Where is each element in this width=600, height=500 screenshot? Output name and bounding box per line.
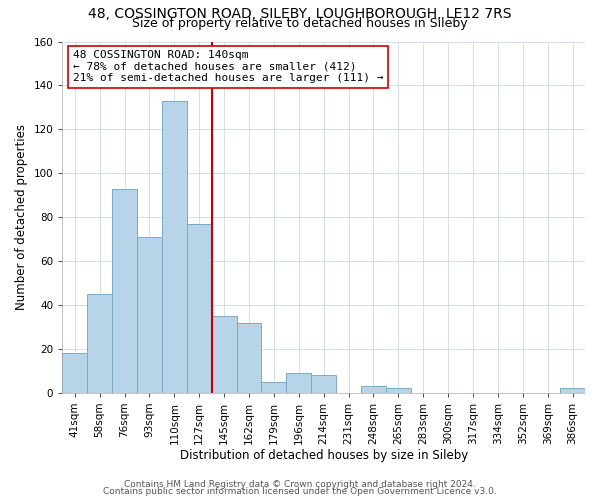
Bar [311,375,336,393]
Bar [286,373,311,393]
X-axis label: Distribution of detached houses by size in Sileby: Distribution of detached houses by size … [179,450,468,462]
Bar [386,388,411,393]
Y-axis label: Number of detached properties: Number of detached properties [15,124,28,310]
Bar [560,388,585,393]
Text: 48, COSSINGTON ROAD, SILEBY, LOUGHBOROUGH, LE12 7RS: 48, COSSINGTON ROAD, SILEBY, LOUGHBOROUG… [88,8,512,22]
Text: 48 COSSINGTON ROAD: 140sqm
← 78% of detached houses are smaller (412)
21% of sem: 48 COSSINGTON ROAD: 140sqm ← 78% of deta… [73,50,383,84]
Bar [212,316,236,393]
Bar [112,188,137,393]
Bar [162,101,187,393]
Text: Contains HM Land Registry data © Crown copyright and database right 2024.: Contains HM Land Registry data © Crown c… [124,480,476,489]
Bar [187,224,212,393]
Bar [262,382,286,393]
Bar [137,237,162,393]
Bar [361,386,386,393]
Bar [62,354,87,393]
Text: Contains public sector information licensed under the Open Government Licence v3: Contains public sector information licen… [103,487,497,496]
Bar [236,322,262,393]
Bar [87,294,112,393]
Text: Size of property relative to detached houses in Sileby: Size of property relative to detached ho… [132,18,468,30]
